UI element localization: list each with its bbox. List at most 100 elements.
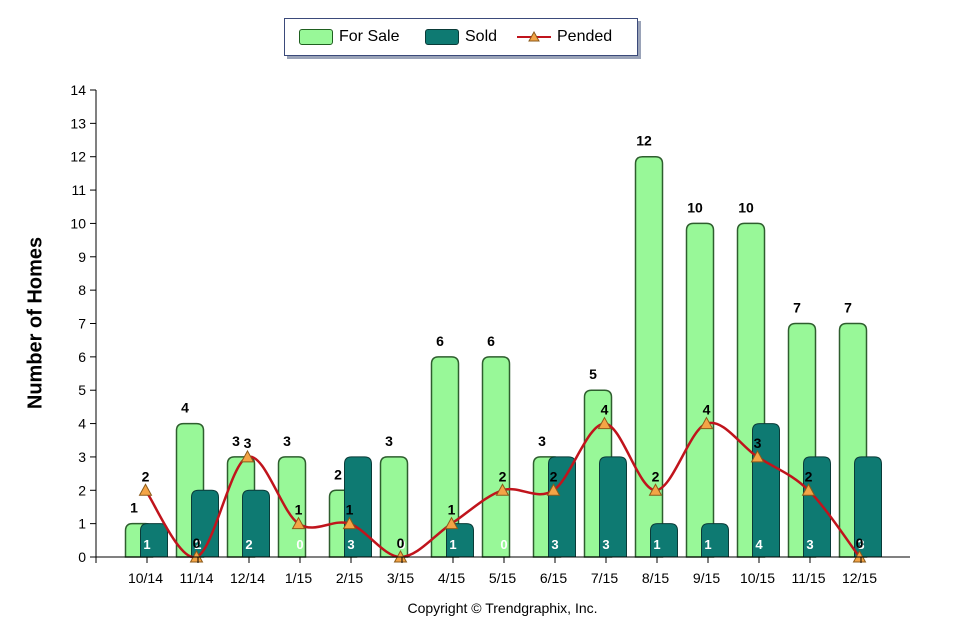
for-sale-value-label: 6 xyxy=(487,333,495,349)
sold-value-label: 0 xyxy=(500,537,507,552)
pended-value-label: 0 xyxy=(397,535,405,551)
for-sale-bar xyxy=(685,222,715,558)
for-sale-bar xyxy=(430,356,460,558)
x-tick-label: 12/14 xyxy=(230,570,265,586)
y-tick-label: 5 xyxy=(78,382,86,398)
y-axis-label: Number of Homes xyxy=(24,236,47,410)
for-sale-bar xyxy=(277,456,307,558)
legend-item-pended: Pended xyxy=(517,19,612,55)
x-tick-label: 7/15 xyxy=(591,570,618,586)
legend-item-sold: Sold xyxy=(425,19,497,55)
pended-marker xyxy=(699,416,714,430)
pended-value-label: 0 xyxy=(193,535,201,551)
for-sale-value-label: 1 xyxy=(130,500,138,516)
sold-bar xyxy=(854,456,882,558)
for-sale-swatch xyxy=(299,29,333,45)
sold-value-label: 4 xyxy=(755,537,763,552)
sold-bar xyxy=(701,523,729,558)
for-sale-value-label: 5 xyxy=(589,366,597,382)
sold-bar xyxy=(599,456,627,558)
y-tick-label: 6 xyxy=(78,349,86,365)
pended-value-label: 4 xyxy=(703,402,711,418)
pended-value-label: 3 xyxy=(754,435,762,451)
legend-item-for-sale: For Sale xyxy=(299,19,399,55)
pended-value-label: 2 xyxy=(805,468,813,484)
for-sale-value-label: 10 xyxy=(687,199,703,215)
y-tick-label: 12 xyxy=(70,149,86,165)
sold-value-label: 1 xyxy=(143,537,150,552)
sold-bar xyxy=(650,523,678,558)
y-tick-label: 9 xyxy=(78,249,86,265)
legend-label-for-sale: For Sale xyxy=(339,28,400,45)
sold-value-label: 2 xyxy=(245,537,252,552)
for-sale-value-label: 3 xyxy=(538,433,546,449)
x-tick-label: 5/15 xyxy=(489,570,516,586)
x-tick-label: 12/15 xyxy=(842,570,877,586)
pended-marker xyxy=(495,483,510,496)
sold-bar xyxy=(242,489,270,558)
sold-value-label: 3 xyxy=(857,537,864,552)
pended-value-label: 2 xyxy=(652,468,660,484)
x-tick-label: 4/15 xyxy=(438,570,465,586)
sold-swatch xyxy=(425,29,459,45)
pended-value-label: 4 xyxy=(601,402,609,418)
sold-bar xyxy=(191,489,219,558)
sold-value-label: 2 xyxy=(194,537,201,552)
for-sale-value-label: 7 xyxy=(793,300,801,316)
sold-bar xyxy=(803,456,831,558)
x-tick-label: 3/15 xyxy=(387,570,414,586)
for-sale-value-label: 2 xyxy=(334,466,342,482)
x-tick-label: 6/15 xyxy=(540,570,567,586)
for-sale-bar xyxy=(634,155,664,558)
y-tick-label: 0 xyxy=(78,549,86,565)
x-tick-label: 8/15 xyxy=(642,570,669,586)
for-sale-bar xyxy=(379,456,409,558)
x-tick-label: 2/15 xyxy=(336,570,363,586)
pended-value-label: 1 xyxy=(346,502,354,518)
pended-marker xyxy=(291,516,306,530)
y-tick-label: 13 xyxy=(70,115,86,131)
pended-marker xyxy=(801,483,816,496)
pended-marker xyxy=(597,416,612,430)
sold-value-label: 3 xyxy=(806,537,813,552)
sold-value-label: 3 xyxy=(551,537,558,552)
pended-marker xyxy=(648,483,663,496)
pended-value-label: 1 xyxy=(448,502,456,518)
copyright: Copyright © Trendgraphix, Inc. xyxy=(407,600,598,616)
x-tick-label: 1/15 xyxy=(285,570,312,586)
legend-label-sold: Sold xyxy=(465,28,498,45)
y-tick-label: 8 xyxy=(78,282,86,298)
pended-marker xyxy=(342,516,357,530)
pended-value-label: 1 xyxy=(295,502,303,518)
for-sale-value-label: 3 xyxy=(385,433,393,449)
sold-value-label: 3 xyxy=(602,537,609,552)
y-tick-label: 4 xyxy=(78,416,86,432)
x-tick-label: 11/15 xyxy=(792,570,826,586)
sold-value-label: 0 xyxy=(296,537,303,552)
pended-marker xyxy=(240,449,255,463)
for-sale-value-label: 6 xyxy=(436,333,444,349)
y-tick-label: 2 xyxy=(78,482,86,498)
y-tick-label: 7 xyxy=(78,316,86,332)
y-tick-label: 1 xyxy=(78,516,86,532)
pended-marker xyxy=(546,483,561,496)
y-tick-label: 14 xyxy=(70,82,86,98)
pended-marker xyxy=(138,483,153,496)
sold-value-label: 0 xyxy=(398,537,405,552)
y-tick-label: 10 xyxy=(70,215,86,231)
for-sale-value-label: 10 xyxy=(738,199,754,215)
for-sale-value-label: 3 xyxy=(232,433,240,449)
pended-value-label: 2 xyxy=(550,468,558,484)
sold-value-label: 1 xyxy=(704,537,711,552)
pended-value-label: 2 xyxy=(142,468,150,484)
sold-value-label: 1 xyxy=(653,537,660,552)
x-tick-label: 10/14 xyxy=(128,570,163,586)
legend-label-pended: Pended xyxy=(557,28,613,45)
pended-value-label: 2 xyxy=(499,468,507,484)
sold-bar xyxy=(548,456,576,558)
